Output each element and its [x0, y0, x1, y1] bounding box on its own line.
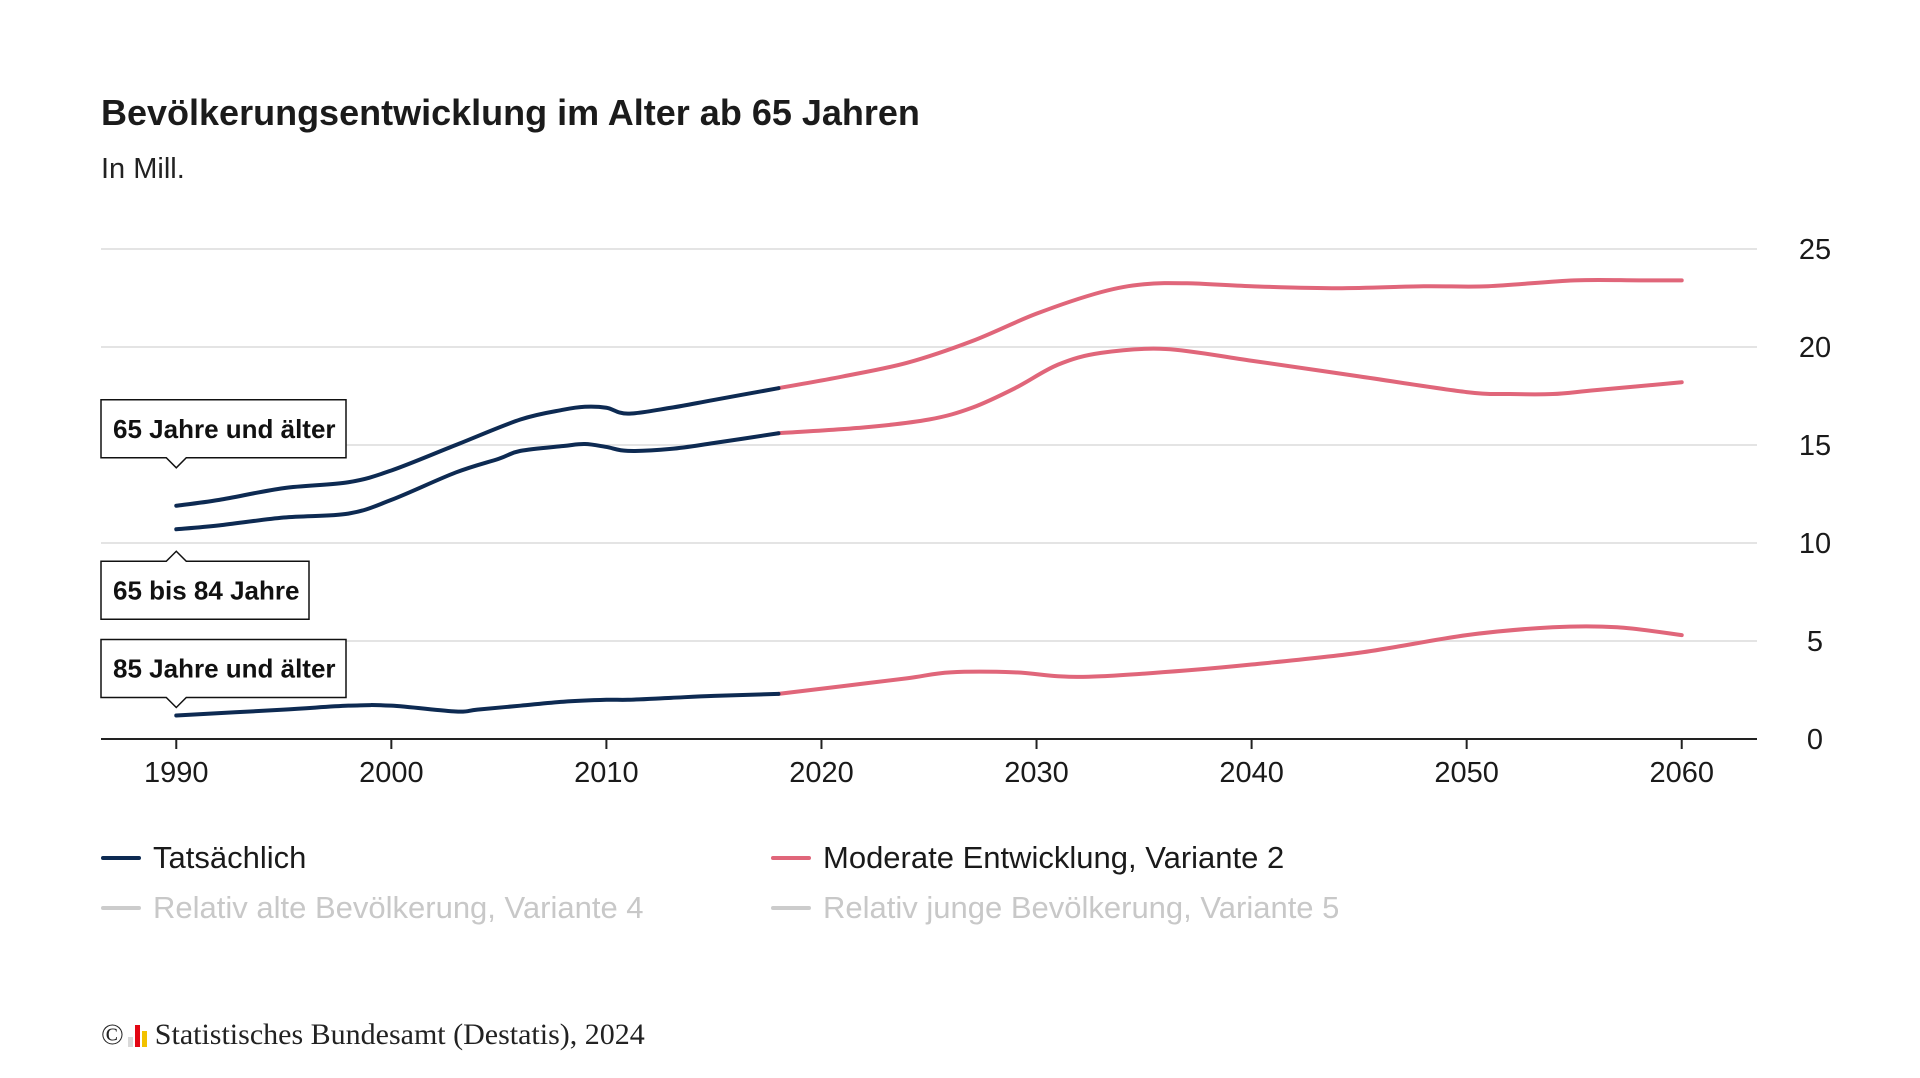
chart-subtitle: In Mill.	[101, 153, 185, 185]
x-tick-label: 2060	[1649, 757, 1714, 789]
callout-label: 85 Jahre und älter	[113, 653, 336, 683]
callout-65-bis-84-jahre: 65 bis 84 Jahre	[100, 550, 310, 621]
callout-box	[100, 638, 347, 709]
series-line-65-bis-84-jahre-tatsaechlich	[174, 431, 781, 532]
destatis-logo-icon	[127, 1023, 147, 1047]
x-tick-label: 2030	[1004, 757, 1069, 789]
series-line-65-jahre-und-aelter-tatsaechlich	[174, 386, 781, 508]
x-tick-label: 2040	[1219, 757, 1284, 789]
x-tick-label: 2020	[789, 757, 854, 789]
x-tick-label: 2010	[574, 757, 639, 789]
callout-label: 65 Jahre und älter	[113, 414, 336, 444]
y-tick-label: 15	[1799, 430, 1831, 462]
series-line-85-jahre-und-aelter-tatsaechlich	[174, 691, 781, 718]
legend-item-variante-2[interactable]: Moderate Entwicklung, Variante 2	[771, 840, 1284, 876]
y-tick-label: 0	[1807, 724, 1823, 756]
axis-layer: 0 5 10 15 20 25 1990 2000 2010 2020 2030 2040 2050 20…	[101, 234, 1831, 789]
legend-swatch-variante-5	[771, 906, 811, 910]
callout-layer: 65 Jahre und älter 65 bis 84 Jahre 85 Jahr…	[100, 399, 347, 709]
chart-title: Bevölkerungsentwicklung im Alter ab 65 J…	[101, 92, 920, 133]
legend-label-variante-2: Moderate Entwicklung, Variante 2	[823, 840, 1285, 875]
x-tick-label: 2050	[1434, 757, 1499, 789]
series-line-65-jahre-und-aelter-variante-2	[776, 277, 1684, 391]
callout-label: 65 bis 84 Jahre	[113, 575, 299, 605]
legend-label-variante-5: Relativ junge Bevölkerung, Variante 5	[823, 890, 1340, 925]
grid-layer	[101, 248, 1757, 642]
y-tick-label: 25	[1799, 234, 1831, 266]
series-line-85-jahre-und-aelter-variante-2	[776, 624, 1684, 696]
series-layer	[174, 277, 1684, 718]
x-tick-label: 1990	[144, 757, 209, 789]
callout-box	[100, 550, 310, 621]
line-chart: 0 5 10 15 20 25 1990 2000 2010 2020 2030 2040 2050 20…	[100, 234, 1831, 789]
copyright-symbol: ©	[101, 1018, 124, 1051]
callout-65-jahre-und-aelter: 65 Jahre und älter	[100, 399, 347, 469]
legend-item-variante-5[interactable]: Relativ junge Bevölkerung, Variante 5	[771, 890, 1339, 926]
source-text: Statistisches Bundesamt (Destatis), 2024	[154, 1018, 645, 1051]
callout-85-jahre-und-aelter: 85 Jahre und älter	[100, 638, 347, 709]
callout-box	[100, 399, 347, 469]
x-tick-label: 2000	[359, 757, 424, 789]
y-tick-label: 5	[1807, 626, 1823, 658]
legend-label-variante-4: Relativ alte Bevölkerung, Variante 4	[153, 890, 644, 925]
legend-swatch-variante-2	[771, 856, 811, 860]
source-footer: © Statistisches Bundesamt (Destatis), 20…	[101, 1018, 645, 1052]
legend-item-variante-4[interactable]: Relativ alte Bevölkerung, Variante 4	[101, 890, 644, 926]
legend-item-tatsaechlich[interactable]: Tatsächlich	[101, 840, 306, 876]
series-line-65-bis-84-jahre-variante-2	[776, 346, 1684, 436]
legend-swatch-variante-4	[101, 906, 141, 910]
y-tick-label: 10	[1799, 528, 1831, 560]
y-tick-label: 20	[1799, 332, 1831, 364]
legend-swatch-tatsaechlich	[101, 856, 141, 860]
legend-label-tatsaechlich: Tatsächlich	[153, 840, 307, 875]
